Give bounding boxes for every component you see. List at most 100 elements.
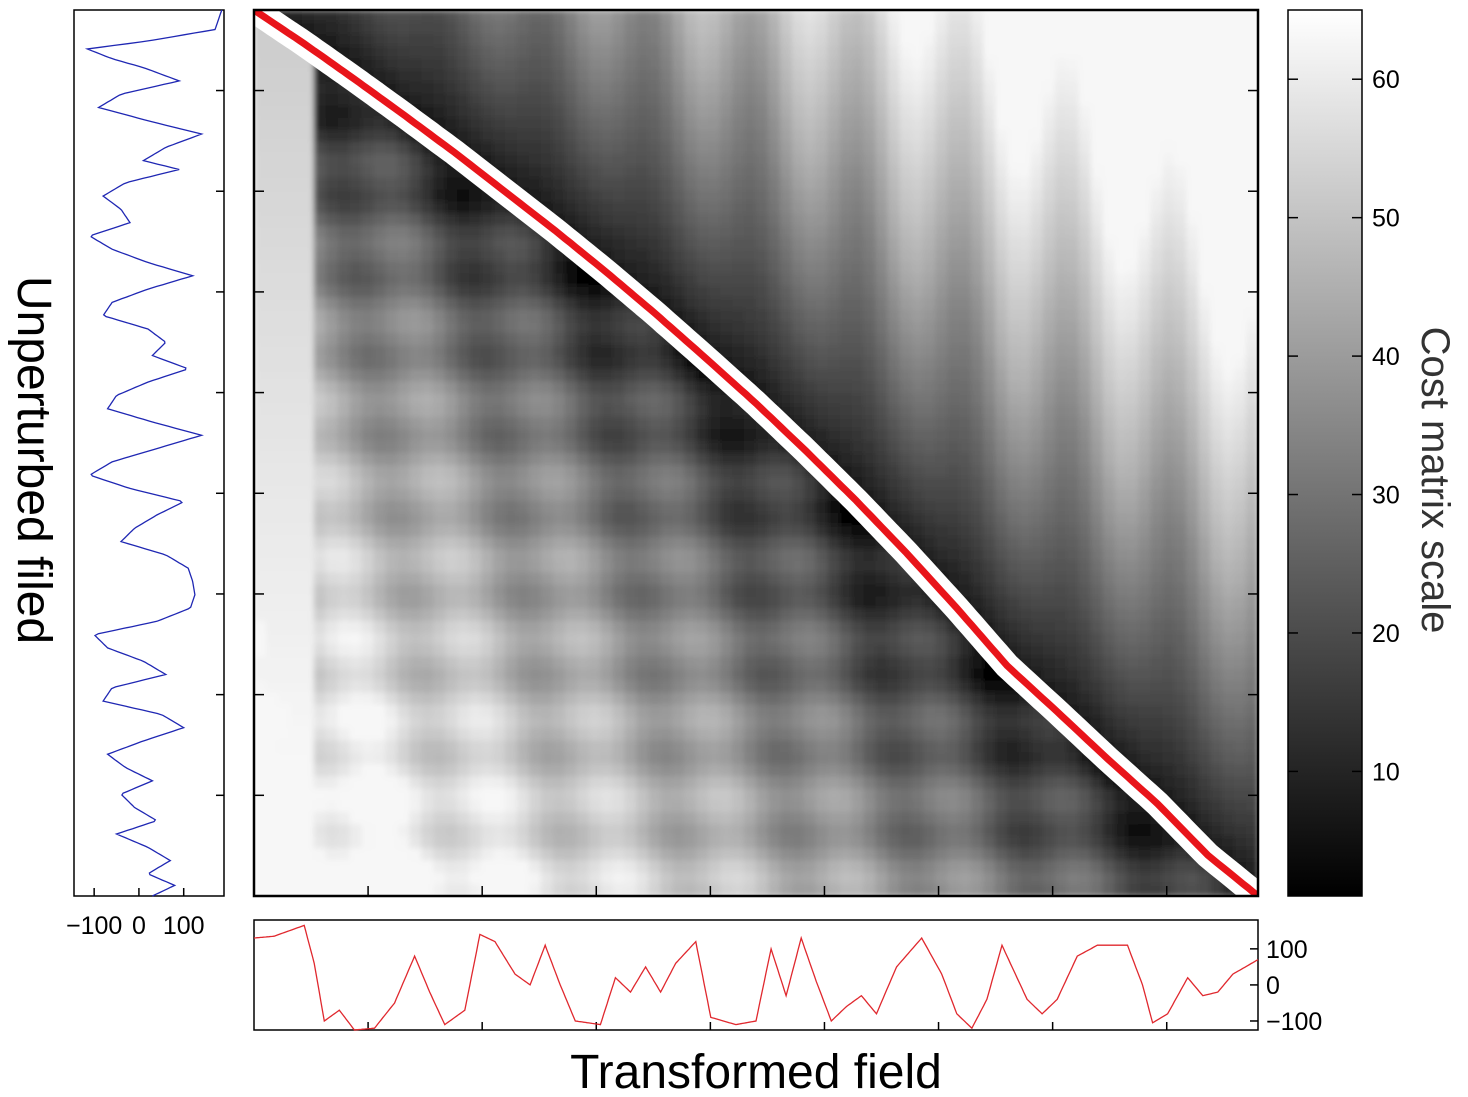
heatmap-cell <box>445 441 458 454</box>
heatmap-cell <box>505 297 518 311</box>
heatmap-cell <box>708 644 721 658</box>
heatmap-cell <box>1162 273 1176 287</box>
heatmap-cell <box>445 309 458 323</box>
heatmap-cell <box>469 69 482 83</box>
heatmap-cell <box>959 141 972 155</box>
heatmap-cell <box>815 249 829 263</box>
heatmap-cell <box>564 393 578 406</box>
heatmap-cell <box>696 309 709 323</box>
heatmap-cell <box>732 129 745 143</box>
heatmap-cell <box>1198 620 1211 634</box>
heatmap-cell <box>744 417 757 430</box>
heatmap-cell <box>564 656 578 670</box>
heatmap-cell <box>349 309 363 323</box>
heatmap-cell <box>337 417 351 430</box>
heatmap-cell <box>1030 10 1044 23</box>
heatmap-cell <box>600 321 614 335</box>
heatmap-cell <box>361 345 375 359</box>
heatmap-cell <box>971 117 984 131</box>
heatmap-cell <box>1007 129 1020 143</box>
heatmap-cell <box>995 417 1008 430</box>
heatmap-cell <box>923 249 937 263</box>
heatmap-cell <box>767 201 781 215</box>
heatmap-cell <box>301 93 315 107</box>
heatmap-cell <box>277 237 291 251</box>
heatmap-cell <box>516 357 530 370</box>
heatmap-cell <box>1198 177 1211 191</box>
heatmap-cell <box>720 333 733 347</box>
heatmap-cell <box>600 644 614 658</box>
heatmap-cell <box>923 129 937 143</box>
heatmap-cell <box>373 369 387 382</box>
heatmap-cell <box>875 105 889 119</box>
heatmap-cell <box>1018 644 1032 658</box>
heatmap-cell <box>421 405 435 418</box>
heatmap-cell <box>815 189 829 203</box>
heatmap-cell <box>1078 632 1092 646</box>
heatmap-cell <box>1054 464 1068 478</box>
heatmap-cell <box>767 692 781 706</box>
heatmap-cell <box>971 560 984 574</box>
heatmap-cell <box>600 189 614 203</box>
heatmap-cell <box>576 524 590 538</box>
heatmap-cell <box>983 261 996 275</box>
heatmap-cell <box>863 680 877 694</box>
heatmap-cell <box>373 464 387 478</box>
heatmap-cell <box>839 297 853 311</box>
heatmap-cell <box>421 261 435 275</box>
heatmap-cell <box>1246 632 1258 646</box>
heatmap-cell <box>349 620 363 634</box>
heatmap-cell <box>481 488 494 502</box>
heatmap-cell <box>779 548 793 562</box>
heatmap-cell <box>385 21 399 35</box>
heatmap-cell <box>684 405 698 418</box>
heatmap-cell <box>325 500 339 514</box>
heatmap-cell <box>612 584 626 598</box>
heatmap-cell <box>1198 500 1211 514</box>
heatmap-cell <box>1210 141 1223 155</box>
heatmap-cell <box>1042 309 1056 323</box>
heatmap-cell <box>899 57 913 71</box>
heatmap-cell <box>744 333 757 347</box>
heatmap-cell <box>1186 381 1200 394</box>
heatmap-cell <box>397 81 411 95</box>
heatmap-cell <box>457 321 470 335</box>
heatmap-cell <box>1102 10 1116 23</box>
heatmap-cell <box>756 656 769 670</box>
heatmap-cell <box>289 261 303 275</box>
heatmap-cell <box>803 237 817 251</box>
heatmap-cell <box>971 249 984 263</box>
heatmap-cell <box>899 201 913 215</box>
heatmap-cell <box>457 249 470 263</box>
heatmap-cell <box>1054 237 1068 251</box>
heatmap-cell <box>624 441 638 454</box>
heatmap-cell <box>516 464 530 478</box>
heatmap-cell <box>1030 572 1044 586</box>
heatmap-cell <box>636 524 650 538</box>
heatmap-cell <box>337 249 351 263</box>
heatmap-cell <box>732 297 745 311</box>
heatmap-cell <box>469 333 482 347</box>
heatmap-cell <box>1114 584 1128 598</box>
heatmap-cell <box>696 201 709 215</box>
heatmap-cell <box>289 165 303 179</box>
heatmap-cell <box>289 548 303 562</box>
heatmap-cell <box>887 237 901 251</box>
heatmap-cell <box>1102 45 1116 59</box>
heatmap-cell <box>744 500 757 514</box>
heatmap-cell <box>481 201 494 215</box>
heatmap-cell <box>708 632 721 646</box>
heatmap-cell <box>636 381 650 394</box>
heatmap-cell <box>361 165 375 179</box>
heatmap-cell <box>803 177 817 191</box>
heatmap-cell <box>887 261 901 275</box>
heatmap-cell <box>1198 165 1211 179</box>
heatmap-cell <box>540 105 554 119</box>
heatmap-cell <box>636 536 650 550</box>
heatmap-cell <box>851 536 865 550</box>
heatmap-cell <box>1150 572 1164 586</box>
heatmap-cell <box>457 644 470 658</box>
heatmap-cell <box>505 45 518 59</box>
heatmap-cell <box>1162 321 1176 335</box>
heatmap-cell <box>971 464 984 478</box>
